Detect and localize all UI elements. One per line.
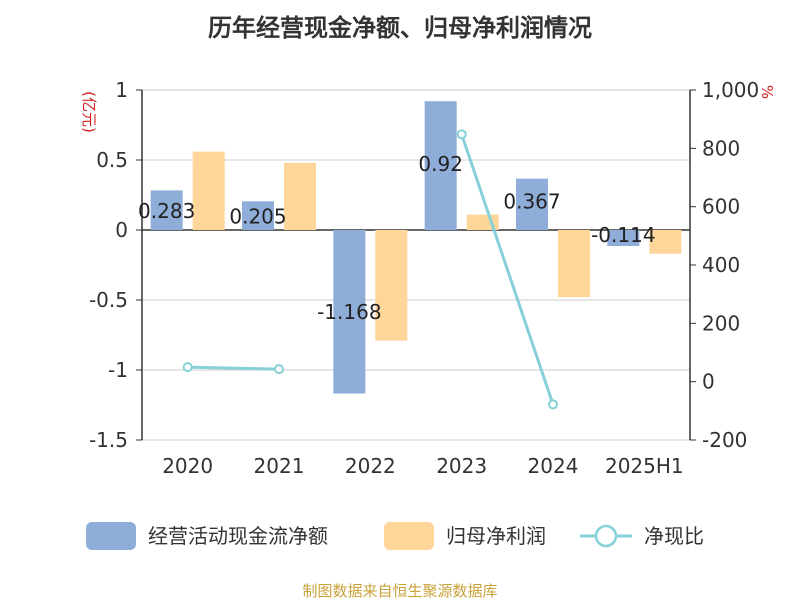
bar-cashflow: [150, 190, 183, 230]
bars: [150, 101, 682, 394]
chart-title: 历年经营现金净额、归母净利润情况: [208, 14, 592, 42]
y-right-tick-label: 0: [702, 370, 715, 394]
ratio-line: [182, 129, 558, 410]
bar-net-profit: [649, 230, 682, 254]
bar-cashflow: [607, 230, 640, 246]
bar-cashflow: [516, 178, 548, 230]
bar-cashflow: [242, 201, 274, 230]
axes: 1 0.5 0 -0.5 -1 -1.5 1,000 800 600 400 200 0 -200 202…: [80, 78, 776, 478]
source-footer: 制图数据来自恒生聚源数据库: [302, 582, 498, 600]
bar-cashflow: [424, 101, 457, 230]
y-right-tick-label: -200: [702, 428, 747, 452]
y-right-tick-label: 400: [702, 253, 740, 277]
bar-net-profit: [558, 230, 590, 298]
legend-net-profit-swatch: [384, 522, 434, 550]
bar-data-label: 0.283: [138, 199, 195, 223]
bar-data-label: 0.367: [503, 190, 560, 214]
bar-net-profit: [375, 230, 408, 341]
y-right-tick-label: 600: [702, 195, 740, 219]
right-axis-unit: %: [758, 85, 776, 99]
bar-data-label: 0.205: [229, 205, 286, 229]
legend-ratio-label: 净现比: [644, 524, 704, 548]
y-right-tick-label: 200: [702, 311, 740, 335]
ratio-point: [274, 364, 284, 375]
ratio-point: [182, 362, 193, 373]
legend-cashflow-swatch: [86, 522, 136, 550]
bar-data-label: -0.114: [591, 223, 655, 247]
y-left-tick-label: 1: [115, 78, 128, 102]
x-tick-label: 2022: [345, 454, 396, 478]
legend-net-profit-label: 归母净利润: [446, 524, 546, 548]
x-tick-label: 2024: [528, 454, 579, 478]
legend-ratio-swatch-dot: [594, 524, 618, 548]
bar-net-profit: [192, 151, 225, 230]
x-tick-label: 2021: [254, 454, 305, 478]
left-axis-unit: (亿元): [80, 91, 98, 133]
bar-data-label: 0.92: [418, 152, 463, 176]
y-left-tick-label: -1.5: [89, 428, 128, 452]
x-tick-label: 2025H1: [605, 454, 684, 478]
bar-data-label: -1.168: [317, 300, 381, 324]
ratio-line-segment: [187, 365, 280, 371]
bar-net-profit: [284, 162, 316, 230]
y-right-tick-label: 1,000: [702, 78, 759, 102]
x-tick-label: 2020: [162, 454, 213, 478]
legend-cashflow-label: 经营活动现金流净额: [148, 524, 328, 548]
ratio-point: [548, 399, 558, 410]
data-labels: 0.283 0.205 -1.168 0.92 0.367 -0.114: [138, 152, 656, 324]
grid-lines: [142, 89, 690, 441]
y-right-tick-label: 800: [702, 136, 740, 160]
y-left-tick-label: 0: [115, 218, 128, 242]
ratio-point: [456, 129, 467, 140]
legend: 经营活动现金流净额 归母净利润 净现比: [86, 522, 704, 550]
y-left-tick-label: -0.5: [89, 288, 128, 312]
y-left-tick-label: 0.5: [96, 148, 128, 172]
ratio-line-segment: [460, 133, 555, 405]
y-left-tick-label: -1: [108, 358, 128, 382]
bar-cashflow: [333, 230, 366, 394]
x-tick-label: 2023: [436, 454, 487, 478]
